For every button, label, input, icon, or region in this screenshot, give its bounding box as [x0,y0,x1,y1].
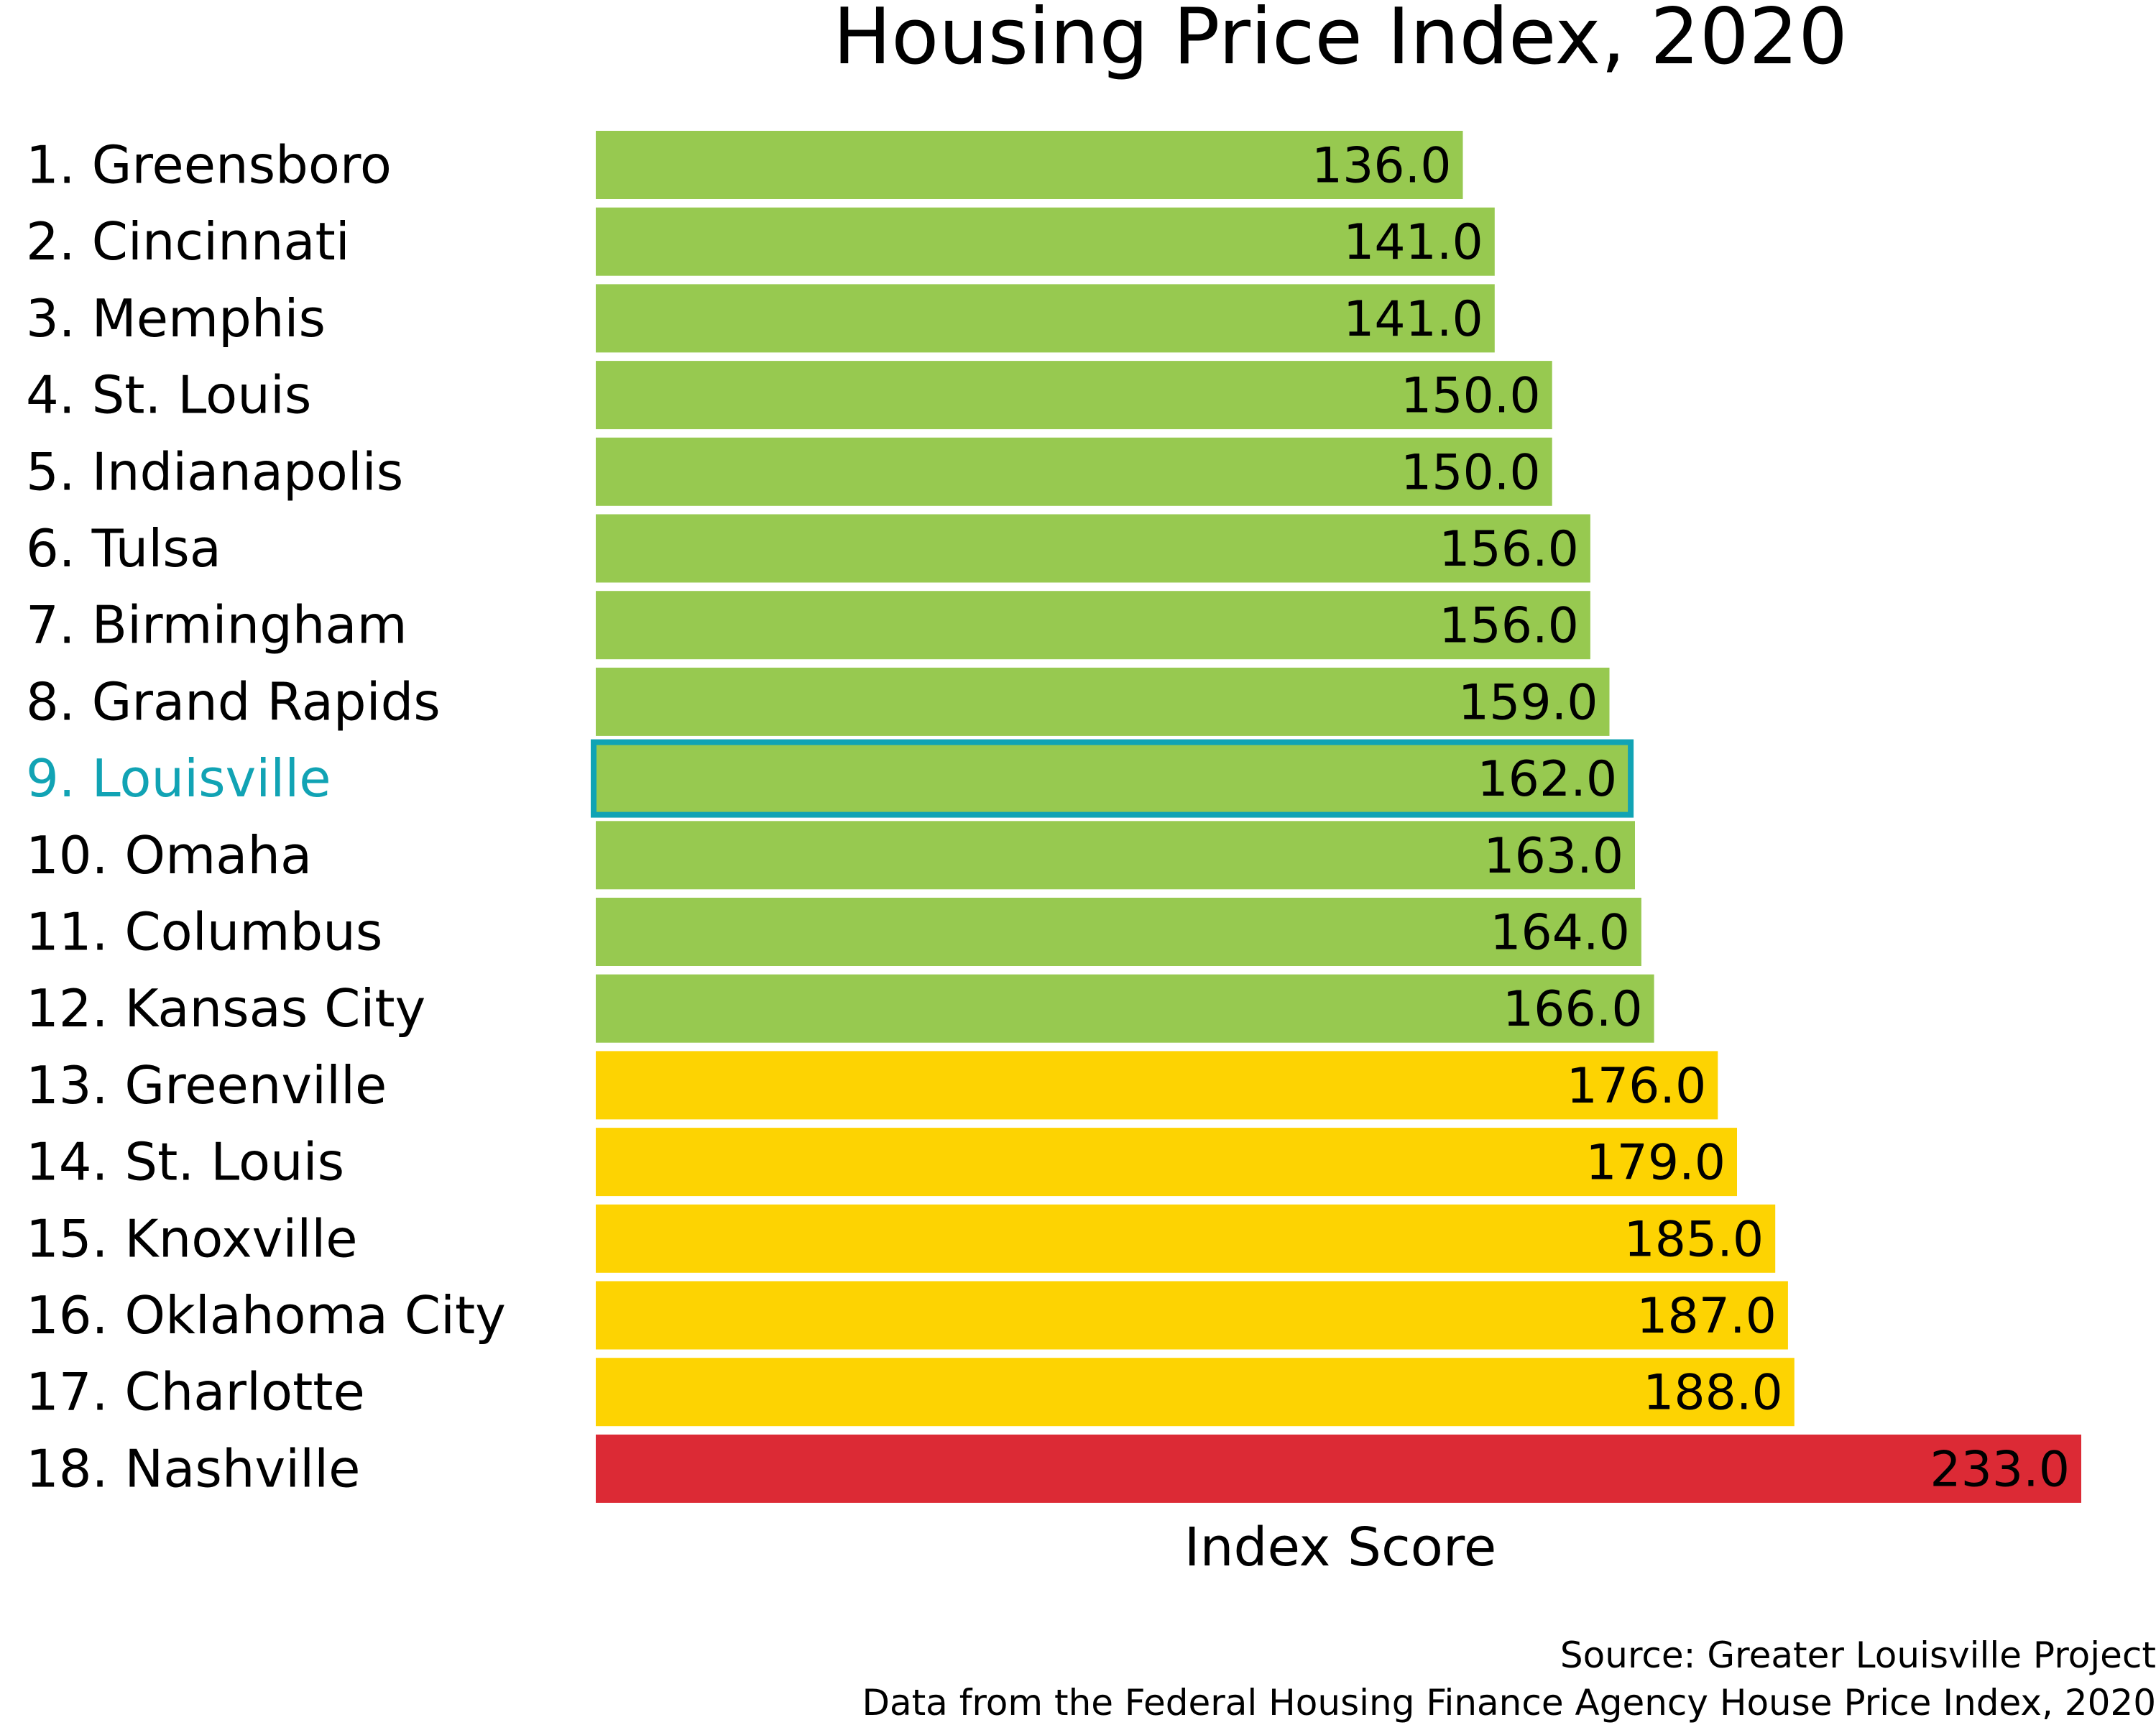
value-label: 166.0 [1503,981,1643,1038]
value-label: 185.0 [1624,1211,1764,1268]
value-label: 176.0 [1567,1058,1707,1115]
bars-layer [591,131,2081,1503]
category-label: 8. Grand Rapids [26,671,441,732]
category-label: 10. Omaha [26,825,312,886]
bar [596,591,1590,660]
category-label: 5. Indianapolis [26,441,403,502]
bar [596,131,1463,199]
category-label: 7. Birmingham [26,595,407,656]
category-label: 4. St. Louis [26,365,311,426]
bar [596,744,1629,813]
category-label: 18. Nashville [26,1438,360,1499]
source-line-2: Data from the Federal Housing Finance Ag… [862,1682,2156,1724]
value-label: 156.0 [1439,521,1579,578]
value-label: 164.0 [1490,905,1630,962]
category-label: 17. Charlotte [26,1362,365,1422]
value-label: 150.0 [1401,368,1541,425]
category-label: 12. Kansas City [26,978,425,1039]
bar [596,207,1495,276]
category-label: 3. Memphis [26,288,326,349]
category-label: 2. Cincinnati [26,211,350,272]
bar [596,1358,1795,1427]
value-label: 141.0 [1343,291,1483,348]
source-line-1: Source: Greater Louisville Project [1560,1634,2156,1676]
value-label: 179.0 [1585,1135,1726,1192]
bar [596,361,1552,430]
bar [596,1128,1737,1197]
value-label: 163.0 [1483,828,1623,885]
category-label: 9. Louisville [26,748,331,809]
bar [596,898,1641,966]
bar [596,514,1590,583]
bar [596,284,1495,353]
category-label: 16. Oklahoma City [26,1285,506,1346]
bar [596,667,1610,736]
value-labels-layer: 136.0 141.0 141.0 150.0 150.0 156.0 156.0 159.0… [1312,138,2070,1499]
category-label: 13. Greenville [26,1055,387,1116]
value-label: 188.0 [1643,1365,1783,1422]
value-label: 159.0 [1458,674,1598,731]
chart-title: Housing Price Index, 2020 [833,0,1848,82]
bar [596,974,1654,1043]
bar [596,1051,1718,1120]
category-label: 1. Greensboro [26,135,392,196]
category-label: 6. Tulsa [26,518,221,579]
category-label: 11. Columbus [26,902,382,962]
bar [596,1434,2081,1503]
highlight-outline [591,739,1634,818]
value-label: 187.0 [1636,1288,1777,1345]
bar [596,821,1635,890]
value-label: 136.0 [1312,138,1452,195]
value-label: 162.0 [1477,751,1617,808]
category-labels-layer: 1. Greensboro 2. Cincinnati 3. Memphis 4. S… [26,135,506,1499]
x-axis-title: Index Score [1184,1517,1497,1578]
value-label: 233.0 [1930,1441,2070,1498]
value-label: 156.0 [1439,598,1579,655]
value-label: 141.0 [1343,214,1483,271]
bar [596,437,1552,506]
bar [596,1204,1776,1273]
category-label: 15. Knoxville [26,1208,358,1269]
category-label: 14. St. Louis [26,1132,344,1192]
bar [596,1281,1788,1350]
value-label: 150.0 [1401,444,1541,501]
